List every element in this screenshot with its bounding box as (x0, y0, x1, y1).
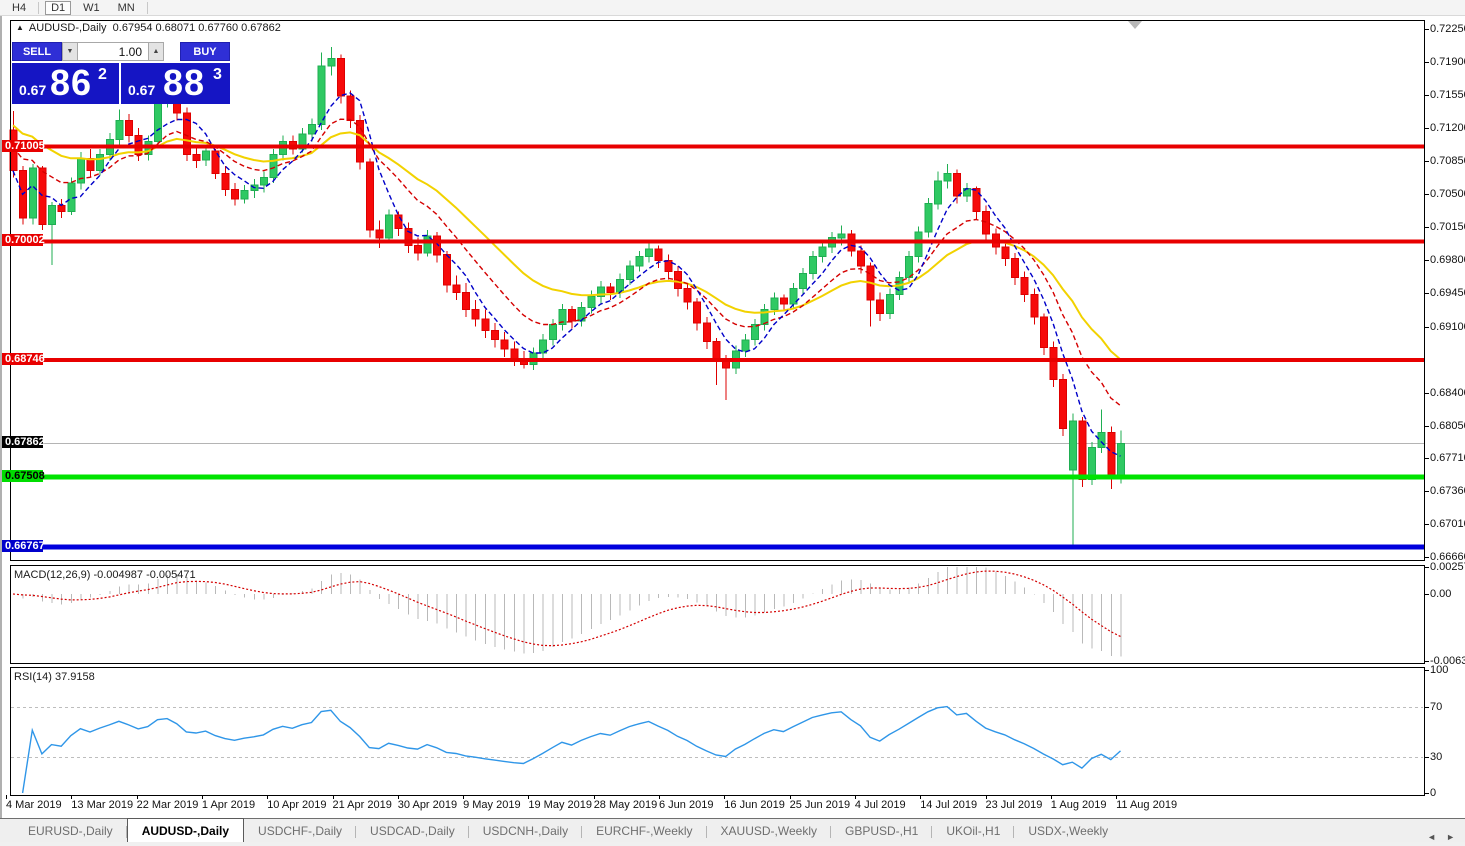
symbol-tab-bar: EURUSD-,Daily AUDUSD-,Daily USDCHF-,Daily U… (0, 818, 1465, 842)
symbol-tab-usdcnh[interactable]: USDCNH-,Daily (469, 821, 583, 842)
symbol-tab-eurusd[interactable]: EURUSD-,Daily (14, 821, 127, 842)
sell-price-pip-digit: 2 (98, 66, 107, 83)
timeframe-toolbar: H4 D1 W1 MN (0, 0, 1465, 16)
symbol-tab-usdx[interactable]: USDX-,Weekly (1028, 824, 1109, 838)
sell-price-big-digits: 86 (50, 62, 93, 103)
tab-scroll-right-icon[interactable]: ► (1446, 832, 1455, 842)
timeframe-button-mn[interactable]: MN (117, 1, 135, 14)
toolbar-separator (146, 1, 148, 14)
buy-price-pip-digit: 3 (213, 66, 222, 83)
symbol-tab-usdchf[interactable]: USDCHF-,Daily (244, 821, 357, 842)
tab-scroll-controls: ◄ ► (1427, 832, 1465, 842)
sell-button[interactable]: SELL (12, 42, 62, 61)
buy-price-panel[interactable]: 0.67 88 3 (121, 62, 230, 104)
timeframe-button-d1[interactable]: D1 (45, 0, 72, 15)
symbol-tab-audusd[interactable]: AUDUSD-,Daily (126, 818, 245, 842)
sell-price-prefix: 0.67 (19, 82, 47, 98)
sell-price-panel[interactable]: 0.67 86 2 (12, 62, 119, 104)
buy-button[interactable]: BUY (180, 42, 230, 61)
symbol-tab-xauusd[interactable]: XAUUSD-,Weekly (707, 821, 832, 842)
volume-input[interactable] (78, 42, 148, 61)
symbol-tab-eurchf[interactable]: EURCHF-,Weekly (582, 821, 707, 842)
window-bottom-edge (0, 842, 1465, 846)
tab-scroll-left-icon[interactable]: ◄ (1427, 832, 1437, 842)
timeframe-button-h4[interactable]: H4 (12, 1, 27, 14)
buy-price-prefix: 0.67 (128, 82, 156, 98)
symbol-tab-gbpusd[interactable]: GBPUSD-,H1 (831, 821, 933, 842)
symbol-tab-ukoil[interactable]: UKOil-,H1 (932, 821, 1015, 842)
chart-client-area: ▲ AUDUSD-,Daily 0.67954 0.68071 0.67760 0… (0, 16, 1465, 846)
chart-canvas[interactable] (2, 16, 1465, 846)
buy-price-big-digits: 88 (163, 62, 206, 103)
volume-decrease-button[interactable]: ▼ (62, 42, 78, 61)
toolbar-separator (38, 1, 40, 14)
symbol-tab-usdcad[interactable]: USDCAD-,Daily (356, 821, 469, 842)
one-click-trade-panel: SELL ▼ ▲ BUY 0.67 86 2 0.67 88 3 (12, 42, 230, 104)
volume-increase-button[interactable]: ▲ (148, 42, 164, 61)
timeframe-button-w1[interactable]: W1 (83, 1, 100, 14)
